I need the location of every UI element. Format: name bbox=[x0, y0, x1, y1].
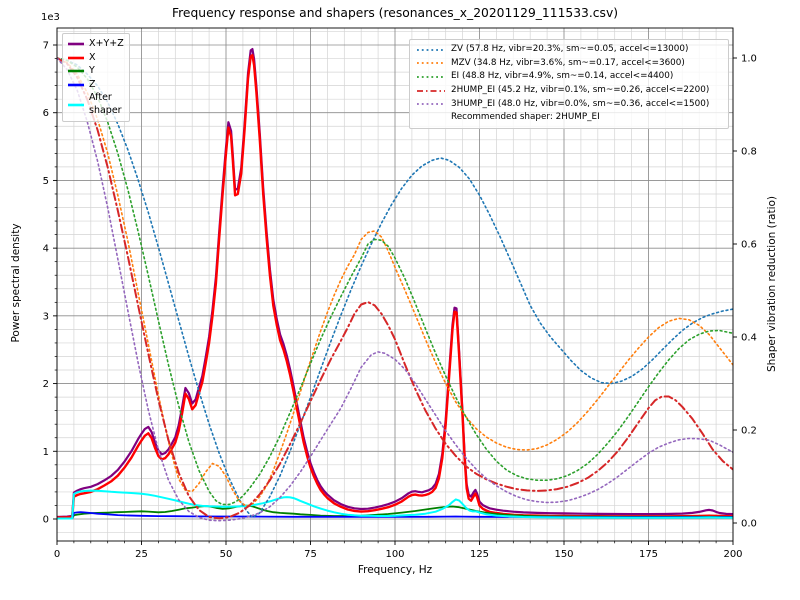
grid-minor bbox=[57, 28, 733, 541]
y-left-tick-label: 5 bbox=[43, 176, 49, 187]
x-tick-label: 125 bbox=[470, 549, 489, 560]
y-right-tick-label: 1.0 bbox=[741, 54, 757, 65]
y-left-tick-label: 1 bbox=[43, 447, 49, 458]
legend-item: ZV (57.8 Hz, vibr=20.3%, sm~=0.05, accel… bbox=[416, 43, 722, 57]
legend-label: Z bbox=[89, 78, 96, 90]
legend-item: Y bbox=[67, 65, 125, 78]
legend-item: X+Y+Z bbox=[67, 38, 125, 51]
y-right-tick-label: 0.4 bbox=[741, 333, 757, 344]
y-left-tick-label: 0 bbox=[43, 515, 49, 526]
x-axis-label: Frequency, Hz bbox=[357, 564, 433, 576]
legend-item: X bbox=[67, 52, 125, 65]
legend-label: 2HUMP_EI (45.2 Hz, vibr=0.1%, sm~=0.26, … bbox=[451, 84, 710, 95]
legend-line-sample bbox=[417, 62, 445, 65]
legend-line-sample bbox=[68, 56, 84, 60]
x-tick-label: 150 bbox=[554, 549, 573, 560]
x-tick-label: 25 bbox=[135, 549, 148, 560]
series-group bbox=[57, 48, 733, 522]
series-ei bbox=[57, 57, 733, 506]
x-tick-label: 50 bbox=[220, 549, 233, 560]
y-axis-label-right: Shaper vibration reduction (ratio) bbox=[766, 195, 778, 373]
legend-line-sample bbox=[68, 83, 84, 87]
legend-item: After shaper bbox=[67, 92, 125, 117]
legend-item: 3HUMP_EI (48.0 Hz, vibr=0.0%, sm~=0.36, … bbox=[416, 98, 722, 112]
series-2hump-ei bbox=[57, 57, 733, 520]
legend-line-sample bbox=[68, 70, 84, 73]
y-right-tick-label: 0.2 bbox=[741, 426, 757, 437]
x-tick-label: 200 bbox=[723, 549, 742, 560]
legend-line-sample bbox=[417, 103, 445, 106]
y-right-tick-label: 0.6 bbox=[741, 240, 757, 251]
series-zv bbox=[57, 57, 733, 519]
legend-label: X+Y+Z bbox=[89, 38, 124, 49]
x-tick-label: 175 bbox=[639, 549, 658, 560]
y-left-tick-label: 3 bbox=[43, 311, 49, 322]
x-tick-label: 0 bbox=[54, 549, 60, 560]
y-left-tick-label: 7 bbox=[43, 41, 49, 52]
legend-shapers: ZV (57.8 Hz, vibr=20.3%, sm~=0.05, accel… bbox=[409, 39, 729, 129]
legend-label: After shaper bbox=[89, 92, 122, 116]
x-tick-label: 75 bbox=[304, 549, 317, 560]
x-tick-label: 100 bbox=[385, 549, 404, 560]
legend-line-sample bbox=[68, 42, 84, 46]
series-x bbox=[57, 54, 733, 519]
y-right-tick-label: 0.8 bbox=[741, 147, 757, 158]
y-right-tick-label: 0.0 bbox=[741, 519, 757, 530]
legend-item: 2HUMP_EI (45.2 Hz, vibr=0.1%, sm~=0.26, … bbox=[416, 84, 722, 98]
legend-line-sample bbox=[417, 48, 445, 51]
legend-label: 3HUMP_EI (48.0 Hz, vibr=0.0%, sm~=0.36, … bbox=[451, 98, 710, 109]
legend-line-sample bbox=[68, 103, 84, 106]
legend-psd: X+Y+Z X Y Z After shaper bbox=[62, 33, 130, 123]
legend-line-sample bbox=[417, 89, 445, 92]
y-left-tick-label: 4 bbox=[43, 244, 49, 255]
legend-line-sample bbox=[417, 76, 445, 78]
ticks: 0 25 50 75 100 125 150 175 200 0 1 2 3 4 5 6 7 0.0 0.2 0.4 0… bbox=[43, 41, 757, 560]
legend-label: Y bbox=[89, 65, 95, 77]
series-y bbox=[57, 504, 733, 520]
chart-title: Frequency response and shapers (resonanc… bbox=[171, 6, 619, 20]
series-x-y-z bbox=[57, 48, 733, 519]
y-left-tick-label: 6 bbox=[43, 108, 49, 119]
series-after-shaper bbox=[57, 489, 733, 520]
legend-item: Z bbox=[67, 79, 125, 92]
legend-item: MZV (34.8 Hz, vibr=3.6%, sm~=0.17, accel… bbox=[416, 57, 722, 71]
legend-label: X bbox=[89, 51, 96, 63]
legend-item: EI (48.8 Hz, vibr=4.9%, sm~=0.14, accel<… bbox=[416, 70, 722, 84]
y-axis-offset-text: 1e3 bbox=[41, 12, 60, 23]
legend-recommended-shaper: Recommended shaper: 2HUMP_EI bbox=[451, 112, 600, 123]
y-axis-label-left: Power spectral density bbox=[10, 223, 22, 343]
legend-label: ZV (57.8 Hz, vibr=20.3%, sm~=0.05, accel… bbox=[451, 44, 689, 54]
series-3hump-ei bbox=[57, 57, 733, 522]
legend-label: EI (48.8 Hz, vibr=4.9%, sm~=0.14, accel<… bbox=[451, 71, 674, 82]
legend-label: MZV (34.8 Hz, vibr=3.6%, sm~=0.17, accel… bbox=[451, 57, 685, 68]
y-left-tick-label: 2 bbox=[43, 379, 49, 390]
